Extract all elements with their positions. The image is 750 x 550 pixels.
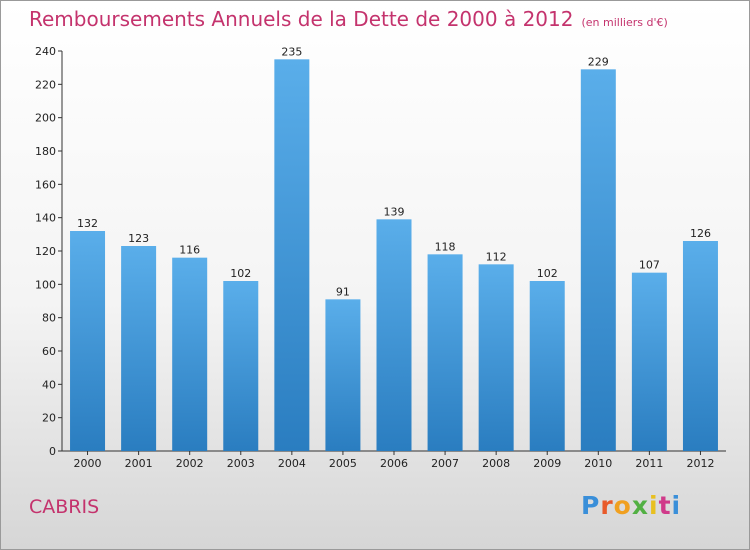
y-tick-label: 0	[49, 445, 56, 458]
bar-2007	[427, 254, 463, 451]
value-label-2004: 235	[281, 45, 302, 58]
value-label-2002: 116	[179, 244, 200, 257]
y-tick-label: 220	[35, 78, 56, 91]
x-tick-label-2001: 2001	[125, 457, 153, 470]
value-label-2012: 126	[690, 227, 711, 240]
bar-2009	[529, 281, 565, 451]
value-label-2011: 107	[639, 259, 660, 272]
x-tick-label-2010: 2010	[584, 457, 612, 470]
value-label-2008: 112	[486, 250, 507, 263]
bar-2000	[70, 231, 106, 451]
bar-2011	[631, 272, 667, 451]
y-tick-label: 200	[35, 112, 56, 125]
y-tick-label: 240	[35, 45, 56, 58]
bar-2008	[478, 264, 514, 451]
logo-letter: t	[658, 491, 672, 520]
y-tick-label: 100	[35, 278, 56, 291]
x-tick-label-2004: 2004	[278, 457, 306, 470]
x-tick-label-2011: 2011	[635, 457, 663, 470]
x-tick-label-2007: 2007	[431, 457, 459, 470]
x-tick-label-2005: 2005	[329, 457, 357, 470]
value-label-2007: 118	[435, 240, 456, 253]
logo-letter: i	[671, 491, 682, 520]
x-tick-label-2006: 2006	[380, 457, 408, 470]
x-tick-label-2003: 2003	[227, 457, 255, 470]
chart-bars	[70, 59, 718, 451]
logo-letter: o	[613, 491, 632, 520]
chart-unit: (en milliers d'€)	[581, 16, 668, 29]
value-label-2005: 91	[336, 285, 350, 298]
value-label-2003: 102	[230, 267, 251, 280]
city-name: CABRIS	[29, 496, 100, 518]
y-tick-label: 60	[42, 345, 56, 358]
y-tick-label: 80	[42, 312, 56, 325]
bar-2001	[121, 246, 157, 451]
x-tick-label-2008: 2008	[482, 457, 510, 470]
y-tick-label: 120	[35, 245, 56, 258]
x-tick-label-2000: 2000	[74, 457, 102, 470]
bar-2006	[376, 219, 412, 451]
logo-letter: x	[631, 491, 649, 520]
x-tick-label-2012: 2012	[686, 457, 714, 470]
chart-labels: 2000 132 2001 123 2002 116 2003 102 2004 235 2005 9…	[74, 45, 715, 470]
y-tick-label: 160	[35, 178, 56, 191]
x-tick-label-2002: 2002	[176, 457, 204, 470]
logo-letter: P	[581, 491, 601, 520]
y-tick-label: 180	[35, 145, 56, 158]
bar-2004	[274, 59, 310, 451]
value-label-2000: 132	[77, 217, 98, 230]
bar-2003	[223, 281, 259, 451]
y-tick-label: 140	[35, 212, 56, 225]
chart-title-text: Remboursements Annuels de la Dette de 20…	[29, 7, 574, 31]
value-label-2010: 229	[588, 55, 609, 68]
bar-2005	[325, 299, 361, 451]
logo-letter: i	[649, 491, 659, 520]
bar-2010	[580, 69, 616, 451]
value-label-2009: 102	[537, 267, 558, 280]
chart-title: Remboursements Annuels de la Dette de 20…	[29, 7, 668, 31]
value-label-2001: 123	[128, 232, 149, 245]
y-tick-label: 40	[42, 378, 56, 391]
x-tick-label-2009: 2009	[533, 457, 561, 470]
value-label-2006: 139	[384, 205, 405, 218]
y-tick-label: 20	[42, 412, 56, 425]
bar-2012	[682, 241, 718, 451]
logo-letter: r	[600, 491, 614, 520]
bar-2002	[172, 257, 208, 451]
proxiti-logo: Proxiti	[581, 491, 691, 523]
